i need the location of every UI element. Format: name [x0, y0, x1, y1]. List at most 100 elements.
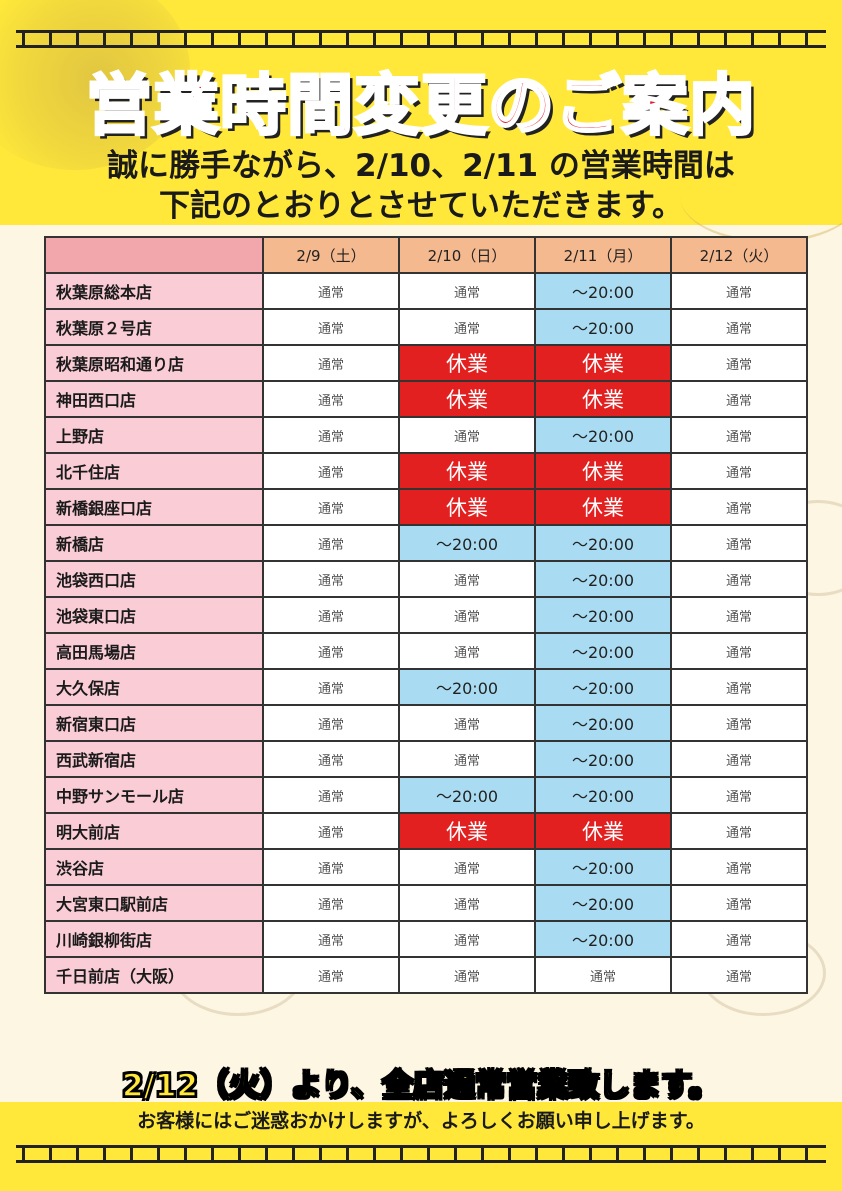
hours-cell-normal: 通常: [670, 632, 808, 670]
hours-cell-normal: 通常: [670, 524, 808, 562]
table-row: 池袋西口店 通常 通常 ～20:00 通常: [44, 560, 808, 598]
hours-cell-normal: 通常: [262, 416, 400, 454]
hours-cell-normal: 通常: [262, 812, 400, 850]
table-row: 北千住店 通常 休業 休業 通常: [44, 452, 808, 490]
schedule-body: 秋葉原総本店 通常 通常 ～20:00 通常 秋葉原２号店 通常 通常 ～20:00 通常 秋葉原昭…: [44, 272, 808, 994]
hours-cell-short: ～20:00: [398, 776, 536, 814]
schedule-table: 2/9（土） 2/10（日） 2/11（月） 2/12（火） 秋葉原総本店 通常通…: [44, 236, 808, 994]
table-row: 秋葉原総本店 通常 通常 ～20:00 通常: [44, 272, 808, 310]
table-header-row: 2/9（土） 2/10（日） 2/11（月） 2/12（火）: [44, 236, 808, 274]
store-name-cell: 西武新宿店: [44, 740, 264, 778]
page-title: 営業時間変更のご案内: [85, 66, 757, 146]
hours-cell-normal: 通常: [262, 668, 400, 706]
hours-cell-normal: 通常: [398, 956, 536, 994]
store-name-cell: 大宮東口駅前店: [44, 884, 264, 922]
hours-cell-normal: 通常: [262, 452, 400, 490]
hours-cell-closed: 休業: [534, 344, 672, 382]
hours-cell-normal: 通常: [398, 884, 536, 922]
hours-cell-closed: 休業: [534, 380, 672, 418]
store-name-cell: 秋葉原２号店: [44, 308, 264, 346]
table-row: 渋谷店 通常 通常 ～20:00 通常: [44, 848, 808, 886]
hours-cell-normal: 通常: [670, 668, 808, 706]
table-row: 上野店 通常 通常 ～20:00 通常: [44, 416, 808, 454]
hours-cell-normal: 通常: [398, 416, 536, 454]
hours-cell-short: ～20:00: [534, 776, 672, 814]
hours-cell-normal: 通常: [398, 272, 536, 310]
hours-cell-normal: 通常: [670, 308, 808, 346]
hours-cell-short: ～20:00: [534, 884, 672, 922]
fret-border-top: [16, 30, 826, 48]
hours-cell-normal: 通常: [534, 956, 672, 994]
hours-cell-short: ～20:00: [534, 524, 672, 562]
hours-cell-closed: 休業: [398, 812, 536, 850]
hours-cell-normal: 通常: [262, 776, 400, 814]
store-name-cell: 千日前店（大阪）: [44, 956, 264, 994]
hours-cell-short: ～20:00: [534, 632, 672, 670]
hours-cell-short: ～20:00: [534, 848, 672, 886]
hours-cell-normal: 通常: [670, 416, 808, 454]
hours-cell-normal: 通常: [262, 380, 400, 418]
hours-cell-normal: 通常: [398, 632, 536, 670]
hours-cell-normal: 通常: [262, 272, 400, 310]
table-row: 神田西口店 通常 休業 休業 通常: [44, 380, 808, 418]
hours-cell-normal: 通常: [670, 848, 808, 886]
store-name-cell: 池袋東口店: [44, 596, 264, 634]
hours-cell-normal: 通常: [398, 596, 536, 634]
apology-text: お客様にはご迷惑おかけしますが、よろしくお願い申し上げます。: [137, 1110, 705, 1132]
resume-notice: 2/12（火）より、全店通常営業致します。: [121, 1067, 721, 1105]
hours-cell-closed: 休業: [534, 488, 672, 526]
hours-cell-normal: 通常: [262, 596, 400, 634]
table-row: 大久保店 通常 ～20:00 ～20:00 通常: [44, 668, 808, 706]
hours-cell-normal: 通常: [398, 560, 536, 598]
header-date-cell: 2/10（日）: [398, 236, 536, 274]
hours-cell-normal: 通常: [670, 488, 808, 526]
table-row: 明大前店 通常 休業 休業 通常: [44, 812, 808, 850]
table-row: 中野サンモール店 通常 ～20:00 ～20:00 通常: [44, 776, 808, 814]
hours-cell-normal: 通常: [670, 776, 808, 814]
store-name-cell: 中野サンモール店: [44, 776, 264, 814]
hours-cell-normal: 通常: [670, 272, 808, 310]
hours-cell-short: ～20:00: [534, 704, 672, 742]
hours-cell-short: ～20:00: [534, 920, 672, 958]
store-name-cell: 新橋銀座口店: [44, 488, 264, 526]
hours-cell-short: ～20:00: [534, 596, 672, 634]
hours-cell-normal: 通常: [262, 524, 400, 562]
table-row: 新橋銀座口店 通常 休業 休業 通常: [44, 488, 808, 526]
hours-cell-short: ～20:00: [534, 740, 672, 778]
hours-cell-normal: 通常: [262, 632, 400, 670]
table-row: 大宮東口駅前店 通常 通常 ～20:00 通常: [44, 884, 808, 922]
store-name-cell: 大久保店: [44, 668, 264, 706]
hours-cell-short: ～20:00: [534, 668, 672, 706]
subtitle-line-1: 誠に勝手ながら、2/10、2/11 の営業時間は: [107, 148, 735, 184]
store-name-cell: 川崎銀柳街店: [44, 920, 264, 958]
table-row: 新橋店 通常 ～20:00 ～20:00 通常: [44, 524, 808, 562]
hours-cell-normal: 通常: [262, 488, 400, 526]
hours-cell-normal: 通常: [262, 848, 400, 886]
hours-cell-normal: 通常: [670, 884, 808, 922]
hours-cell-normal: 通常: [262, 704, 400, 742]
hours-cell-short: ～20:00: [534, 560, 672, 598]
store-name-cell: 上野店: [44, 416, 264, 454]
hours-cell-normal: 通常: [262, 956, 400, 994]
hours-cell-normal: 通常: [670, 704, 808, 742]
header-date-cell: 2/11（月）: [534, 236, 672, 274]
header-corner-cell: [44, 236, 264, 274]
hours-cell-normal: 通常: [670, 812, 808, 850]
hours-cell-normal: 通常: [670, 596, 808, 634]
store-name-cell: 池袋西口店: [44, 560, 264, 598]
table-row: 新宿東口店 通常 通常 ～20:00 通常: [44, 704, 808, 742]
hours-cell-closed: 休業: [398, 344, 536, 382]
hours-cell-normal: 通常: [262, 344, 400, 382]
store-name-cell: 明大前店: [44, 812, 264, 850]
store-name-cell: 神田西口店: [44, 380, 264, 418]
table-row: 秋葉原２号店 通常 通常 ～20:00 通常: [44, 308, 808, 346]
hours-cell-closed: 休業: [398, 488, 536, 526]
hours-cell-normal: 通常: [262, 884, 400, 922]
hours-cell-normal: 通常: [670, 452, 808, 490]
store-name-cell: 北千住店: [44, 452, 264, 490]
subtitle-line-2: 下記のとおりとさせていただきます。: [159, 188, 683, 224]
hours-cell-normal: 通常: [262, 560, 400, 598]
store-name-cell: 渋谷店: [44, 848, 264, 886]
store-name-cell: 新宿東口店: [44, 704, 264, 742]
hours-cell-normal: 通常: [670, 920, 808, 958]
